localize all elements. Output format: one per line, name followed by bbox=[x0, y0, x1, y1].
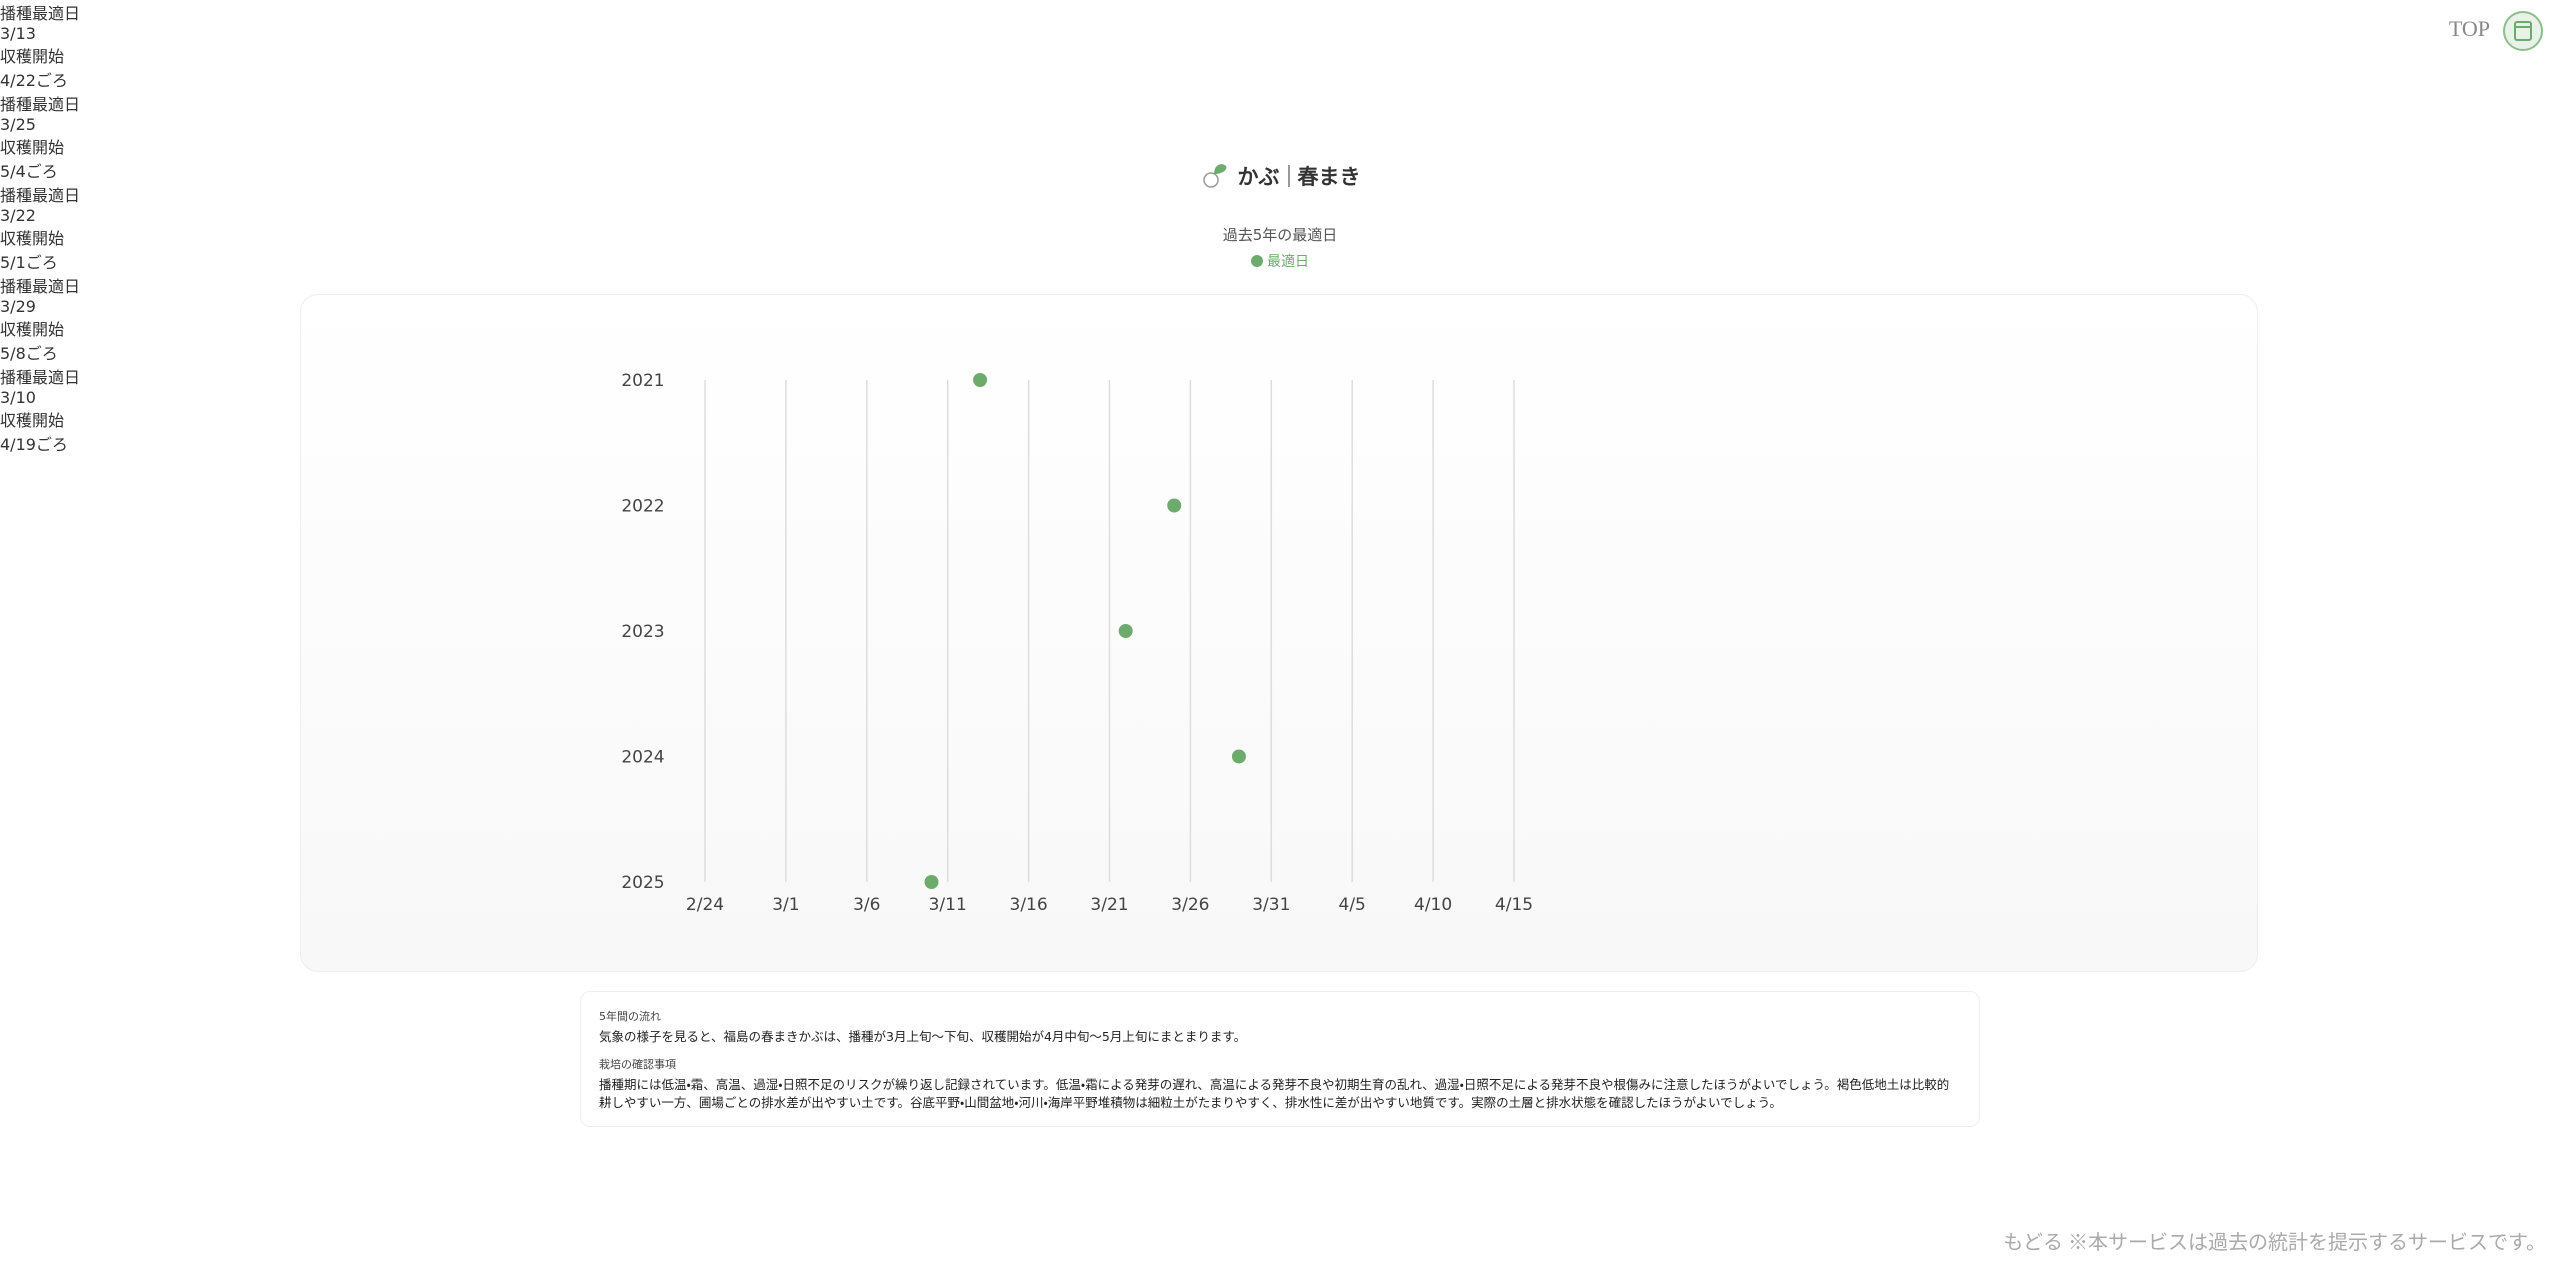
header: かぶ 春まき bbox=[0, 160, 2560, 191]
sow-date: 3/13 bbox=[0, 24, 36, 43]
x-tick-label: 3/16 bbox=[1010, 895, 1048, 915]
y-tick-label: 2024 bbox=[621, 748, 664, 768]
dot bbox=[973, 373, 988, 387]
harvest-label: 収穫開始 bbox=[0, 411, 65, 430]
sow-label: 播種最適日 bbox=[0, 186, 81, 205]
crop-name: かぶ bbox=[1237, 165, 1280, 189]
card: 播種最適日 3/10 収穫開始 4/19ごろ bbox=[0, 364, 2560, 455]
notes: 5年間の流れ気象の様子を見ると、福島の春まきかぶは、播種が3月上旬〜下旬、収穫開… bbox=[580, 991, 1980, 1127]
harvest-label: 収穫開始 bbox=[0, 229, 65, 248]
dot bbox=[1118, 624, 1133, 638]
legend-swatch bbox=[1251, 255, 1263, 267]
sow-label: 播種最適日 bbox=[0, 4, 81, 23]
top-link[interactable]: TOP bbox=[2448, 16, 2490, 41]
dot bbox=[1231, 749, 1246, 764]
legend-label: 最適日 bbox=[1267, 254, 1309, 270]
x-tick-label: 3/31 bbox=[1252, 895, 1290, 915]
note-body: 播種期には低温・霜、高温、過湿・日照不足のリスクが繰り返し記録されています。低温… bbox=[599, 1077, 1950, 1110]
card: 播種最適日 3/13 収穫開始 4/22ごろ bbox=[0, 0, 2560, 91]
harvest-label: 収穫開始 bbox=[0, 320, 65, 339]
y-tick-label: 2022 bbox=[621, 497, 664, 517]
harvest-label: 収穫開始 bbox=[0, 138, 65, 157]
dot bbox=[924, 875, 939, 889]
sow-date: 3/10 bbox=[0, 388, 36, 407]
x-tick-label: 2/24 bbox=[686, 895, 724, 915]
y-tick-label: 2021 bbox=[621, 371, 664, 391]
note-heading: 5年間の流れ bbox=[599, 1010, 661, 1023]
crop-icon bbox=[1202, 164, 1226, 188]
sow-date: 3/25 bbox=[0, 115, 36, 134]
dot bbox=[1167, 498, 1182, 513]
x-tick-label: 4/15 bbox=[1495, 895, 1533, 915]
chart-title: 過去5年の最適日 bbox=[1222, 226, 1338, 244]
legend: 最適日 bbox=[0, 251, 2560, 271]
x-tick-label: 4/10 bbox=[1414, 895, 1452, 915]
card: 播種最適日 3/22 収穫開始 5/1ごろ bbox=[0, 182, 2560, 273]
x-tick-label: 3/6 bbox=[853, 895, 880, 915]
y-tick-label: 2025 bbox=[621, 873, 664, 893]
sow-label: 播種最適日 bbox=[0, 277, 81, 296]
footer: もどる ※本サービスは過去の統計を提示するサービスです。 bbox=[2003, 1226, 2546, 1255]
card: 播種最適日 3/29 収穫開始 5/8ごろ bbox=[0, 273, 2560, 364]
harvest-date: 4/22ごろ bbox=[0, 71, 68, 90]
disclaimer: ※本サービスは過去の統計を提示するサービスです。 bbox=[2068, 1232, 2546, 1254]
note-heading: 栽培の確認事項 bbox=[599, 1058, 676, 1071]
harvest-date: 5/1ごろ bbox=[0, 253, 58, 272]
sow-date: 3/22 bbox=[0, 206, 36, 225]
season: 春まき bbox=[1297, 165, 1361, 189]
cards: 播種最適日 3/13 収穫開始 4/22ごろ 播種最適日 3/25 収穫開始 5/4ごろ 播種最… bbox=[0, 0, 2560, 455]
y-tick-label: 2023 bbox=[621, 622, 664, 642]
harvest-date: 4/19ごろ bbox=[0, 435, 68, 454]
note-body: 気象の様子を見ると、福島の春まきかぶは、播種が3月上旬〜下旬、収穫開始が4月中旬… bbox=[599, 1029, 1247, 1044]
harvest-date: 5/8ごろ bbox=[0, 344, 58, 363]
sow-label: 播種最適日 bbox=[0, 95, 81, 114]
card: 播種最適日 3/25 収穫開始 5/4ごろ bbox=[0, 91, 2560, 182]
harvest-date: 5/4ごろ bbox=[0, 162, 58, 181]
sow-date: 3/29 bbox=[0, 297, 36, 316]
x-tick-label: 3/21 bbox=[1090, 895, 1128, 915]
sow-label: 播種最適日 bbox=[0, 368, 81, 387]
panel bbox=[300, 294, 2258, 972]
top-icon[interactable] bbox=[2502, 10, 2544, 52]
x-tick-label: 4/5 bbox=[1339, 895, 1366, 915]
x-tick-label: 3/1 bbox=[772, 895, 799, 915]
back-link[interactable]: もどる bbox=[2003, 1232, 2063, 1254]
x-tick-label: 3/11 bbox=[929, 895, 967, 915]
x-tick-label: 3/26 bbox=[1171, 895, 1209, 915]
harvest-label: 収穫開始 bbox=[0, 47, 65, 66]
